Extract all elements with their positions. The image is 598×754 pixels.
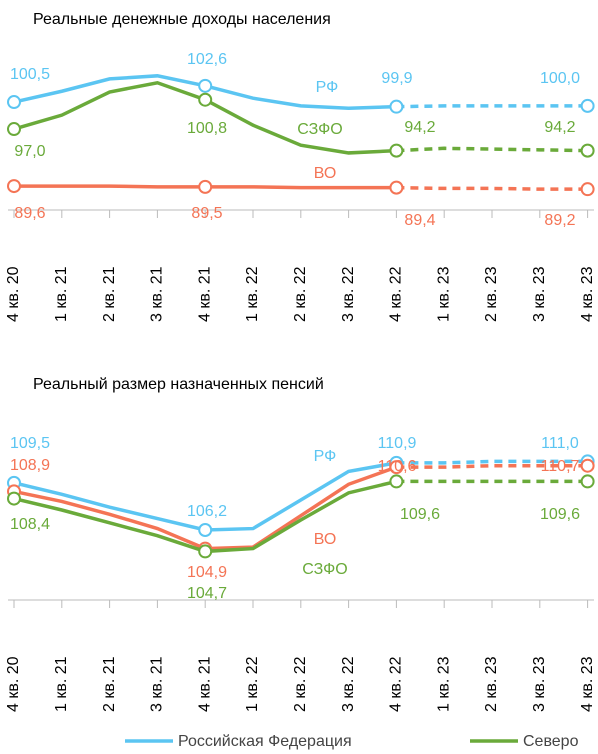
point-marker (580, 474, 595, 489)
forecast-line (396, 463, 588, 469)
point-marker (198, 179, 213, 194)
x-tick-label: 4 кв. 23 (579, 266, 596, 322)
x-tick-label: 2 кв. 22 (292, 656, 309, 712)
x-tick-label: 4 кв. 22 (388, 266, 405, 322)
forecast-line (396, 146, 588, 153)
x-tick-label: 1 кв. 23 (435, 656, 452, 712)
forecast-line (396, 185, 588, 191)
chart-title: Реальные денежные доходы населения (33, 11, 331, 28)
series-label: ВО (314, 165, 337, 182)
point-marker (389, 143, 404, 158)
series-label: РФ (314, 448, 337, 465)
data-label: 104,9 (187, 564, 227, 581)
data-label: 102,6 (187, 51, 227, 68)
data-label: 109,6 (540, 506, 580, 523)
data-label: 108,4 (10, 516, 50, 533)
point-marker (198, 78, 213, 93)
point-marker (7, 179, 21, 194)
x-tick-label: 1 кв. 23 (435, 266, 452, 322)
point-marker (389, 99, 404, 114)
data-label: 89,4 (404, 212, 435, 229)
series-label: ВО (314, 531, 337, 548)
x-tick-label: 3 кв. 21 (149, 266, 166, 322)
data-label: 97,0 (14, 143, 45, 160)
series-label: РФ (316, 79, 339, 96)
data-label: 89,2 (544, 212, 575, 229)
point-marker (580, 98, 595, 113)
x-tick-label: 4 кв. 20 (5, 656, 22, 712)
x-tick-label: 4 кв. 23 (579, 656, 596, 712)
point-marker (580, 182, 595, 197)
data-label: 106,2 (187, 503, 227, 520)
data-label: 109,5 (10, 435, 50, 452)
data-label: 110,9 (378, 435, 417, 452)
x-tick-label: 1 кв. 21 (53, 656, 70, 712)
x-tick-label: 2 кв. 21 (101, 266, 118, 322)
x-tick-label: 4 кв. 22 (388, 656, 405, 712)
x-tick-label: 4 кв. 20 (5, 266, 22, 322)
point-marker (198, 544, 213, 559)
data-label: 111,0 (541, 435, 579, 452)
series-label: СЗФО (297, 121, 342, 138)
x-tick-label: 3 кв. 23 (531, 656, 548, 712)
x-tick-label: 3 кв. 23 (531, 266, 548, 322)
point-marker (389, 180, 404, 195)
point-marker (389, 460, 404, 475)
data-label: 100,0 (540, 70, 580, 87)
point-marker (7, 122, 21, 137)
forecast-line (396, 104, 588, 109)
point-marker (7, 95, 21, 110)
x-tick-label: 1 кв. 21 (53, 266, 70, 322)
x-tick-label: 1 кв. 22 (244, 656, 261, 712)
data-label: 110,6 (378, 458, 417, 475)
data-label: 110,7 (541, 458, 580, 475)
point-marker (580, 458, 595, 473)
chart-title: Реальный размер назначенных пенсий (33, 376, 324, 393)
data-label: 89,5 (191, 205, 222, 222)
x-tick-label: 2 кв. 21 (101, 656, 118, 712)
data-label: 100,5 (10, 66, 50, 83)
x-tick-label: 2 кв. 23 (483, 266, 500, 322)
legend-label: Северо (523, 733, 579, 750)
x-tick-label: 2 кв. 23 (483, 656, 500, 712)
point-marker (7, 491, 21, 506)
data-label: 104,7 (187, 585, 227, 602)
x-tick-label: 4 кв. 21 (196, 266, 213, 322)
data-label: 100,8 (187, 120, 227, 137)
x-tick-label: 3 кв. 22 (340, 266, 357, 322)
point-marker (389, 474, 404, 489)
data-label: 94,2 (544, 119, 575, 136)
x-tick-label: 4 кв. 21 (196, 656, 213, 712)
data-label: 108,9 (10, 457, 50, 474)
legend-label: Российская Федерация (178, 733, 352, 750)
point-marker (198, 92, 213, 107)
x-tick-label: 1 кв. 22 (244, 266, 261, 322)
forecast-line (396, 459, 588, 465)
data-label: 109,6 (400, 506, 440, 523)
x-tick-label: 3 кв. 21 (149, 656, 166, 712)
point-marker (198, 523, 213, 537)
series-label: СЗФО (302, 561, 347, 578)
data-label: 89,6 (14, 205, 45, 222)
x-tick-label: 2 кв. 22 (292, 266, 309, 322)
data-label: 99,9 (381, 70, 412, 87)
data-label: 94,2 (404, 119, 435, 136)
point-marker (580, 143, 595, 158)
x-tick-label: 3 кв. 22 (340, 656, 357, 712)
